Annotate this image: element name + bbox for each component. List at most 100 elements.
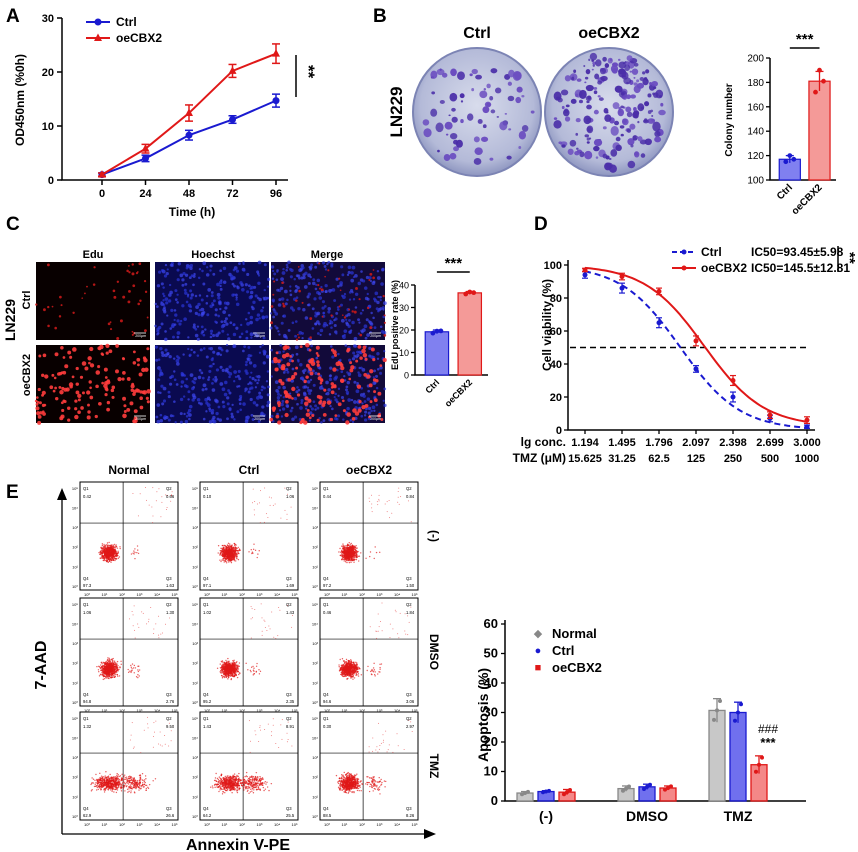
nucleus-red (340, 366, 345, 371)
nucleus-blue (189, 296, 193, 300)
flow-event (233, 556, 235, 558)
nucleus-blue (228, 371, 233, 376)
nucleus-blue (212, 350, 216, 354)
nucleus-blue (269, 326, 273, 330)
colony-spot (625, 106, 632, 113)
nucleus-red (354, 411, 360, 416)
nucleus-blue (272, 315, 276, 319)
colony-spot (564, 75, 571, 82)
flow-event (115, 673, 117, 675)
nucleus-blue (371, 405, 376, 410)
flow-event (237, 558, 240, 561)
nucleus-blue (229, 321, 233, 325)
colony-spot (614, 120, 620, 126)
nucleus-blue (159, 391, 162, 395)
nucleus-blue (346, 380, 351, 385)
colony-spot (620, 133, 624, 137)
panel-d-xtick-lg: 1.194 (571, 437, 599, 449)
flow-event (101, 553, 103, 555)
flow-event (104, 667, 106, 670)
nucleus-blue (164, 263, 168, 267)
nucleus-blue (258, 297, 262, 302)
nucleus-blue (319, 328, 324, 333)
flow-event (349, 545, 351, 547)
flow-event (120, 663, 122, 666)
nucleus-blue (192, 323, 196, 327)
flow-event (101, 549, 103, 552)
nucleus-blue (265, 354, 269, 358)
flow-event (284, 509, 286, 511)
nucleus-blue (183, 384, 188, 388)
flow-event (224, 552, 227, 555)
nucleus-blue (331, 288, 336, 292)
flow-event (343, 558, 346, 560)
nucleus-blue (368, 346, 372, 350)
flow-event (117, 550, 119, 552)
flow-event (100, 548, 103, 550)
panel-d-point-ctrl (730, 394, 736, 400)
nucleus-red (122, 371, 126, 375)
nucleus-red (139, 299, 142, 302)
flow-xtick: 10² (119, 592, 125, 597)
nucleus-blue (173, 309, 177, 312)
nucleus-red (106, 379, 110, 383)
panel-d-point-oecbx2 (693, 338, 699, 344)
nucleus-blue (194, 311, 198, 315)
flow-event (369, 555, 371, 558)
flow-q-name: Q3 (286, 576, 292, 581)
flow-event (105, 676, 107, 679)
nucleus-red (115, 344, 119, 348)
nucleus-blue (361, 402, 364, 405)
nucleus-red (43, 308, 46, 312)
flow-event (346, 557, 348, 560)
flow-event (233, 553, 235, 555)
panel-d-legend-marker (681, 249, 687, 255)
flow-event (110, 659, 112, 661)
nucleus-blue (204, 397, 208, 402)
nucleus-blue (364, 336, 368, 340)
nucleus-red (335, 361, 341, 367)
nucleus-red (69, 355, 73, 359)
nucleus-red (37, 414, 42, 419)
nucleus-blue (225, 322, 229, 326)
flow-event (138, 675, 140, 677)
flow-event (270, 497, 272, 499)
nucleus-red (86, 285, 88, 288)
nucleus-red (275, 414, 280, 419)
panel-c: C LN229 Edu Hoechst Merge Ctrl oeCBX2 20… (2, 214, 488, 425)
dish-label-ctrl: Ctrl (463, 25, 491, 42)
nucleus-blue (330, 264, 334, 268)
flow-event (117, 675, 119, 677)
nucleus-red (116, 336, 120, 340)
flow-event (377, 504, 379, 506)
flow-event (223, 561, 225, 563)
nucleus-blue (293, 277, 296, 281)
nucleus-blue (281, 407, 286, 411)
nucleus-blue (279, 394, 282, 397)
flow-event (252, 502, 254, 504)
nucleus-red (145, 396, 149, 400)
nucleus-red (383, 321, 386, 324)
nucleus-red (61, 386, 65, 391)
nucleus-blue (208, 365, 211, 368)
nucleus-blue (345, 385, 349, 389)
nucleus-blue (381, 306, 385, 310)
flow-event (114, 557, 116, 560)
flow-event (111, 668, 114, 670)
nucleus-blue (320, 285, 323, 289)
panel-a-ytick-label: 30 (42, 13, 54, 25)
nucleus-red (315, 352, 319, 355)
flow-ytick: 10³ (72, 641, 78, 646)
flow-event (238, 665, 241, 668)
nucleus-blue (228, 408, 232, 412)
nucleus-red (323, 388, 327, 392)
nucleus-blue (192, 395, 197, 400)
nucleus-blue (373, 369, 376, 373)
nucleus-blue (202, 333, 206, 337)
nucleus-blue (333, 323, 337, 328)
flow-q-value: 97.1 (203, 583, 212, 588)
flow-event (127, 668, 129, 671)
nucleus-blue (360, 366, 363, 370)
flow-event (220, 560, 222, 563)
colony-spot (640, 153, 646, 158)
